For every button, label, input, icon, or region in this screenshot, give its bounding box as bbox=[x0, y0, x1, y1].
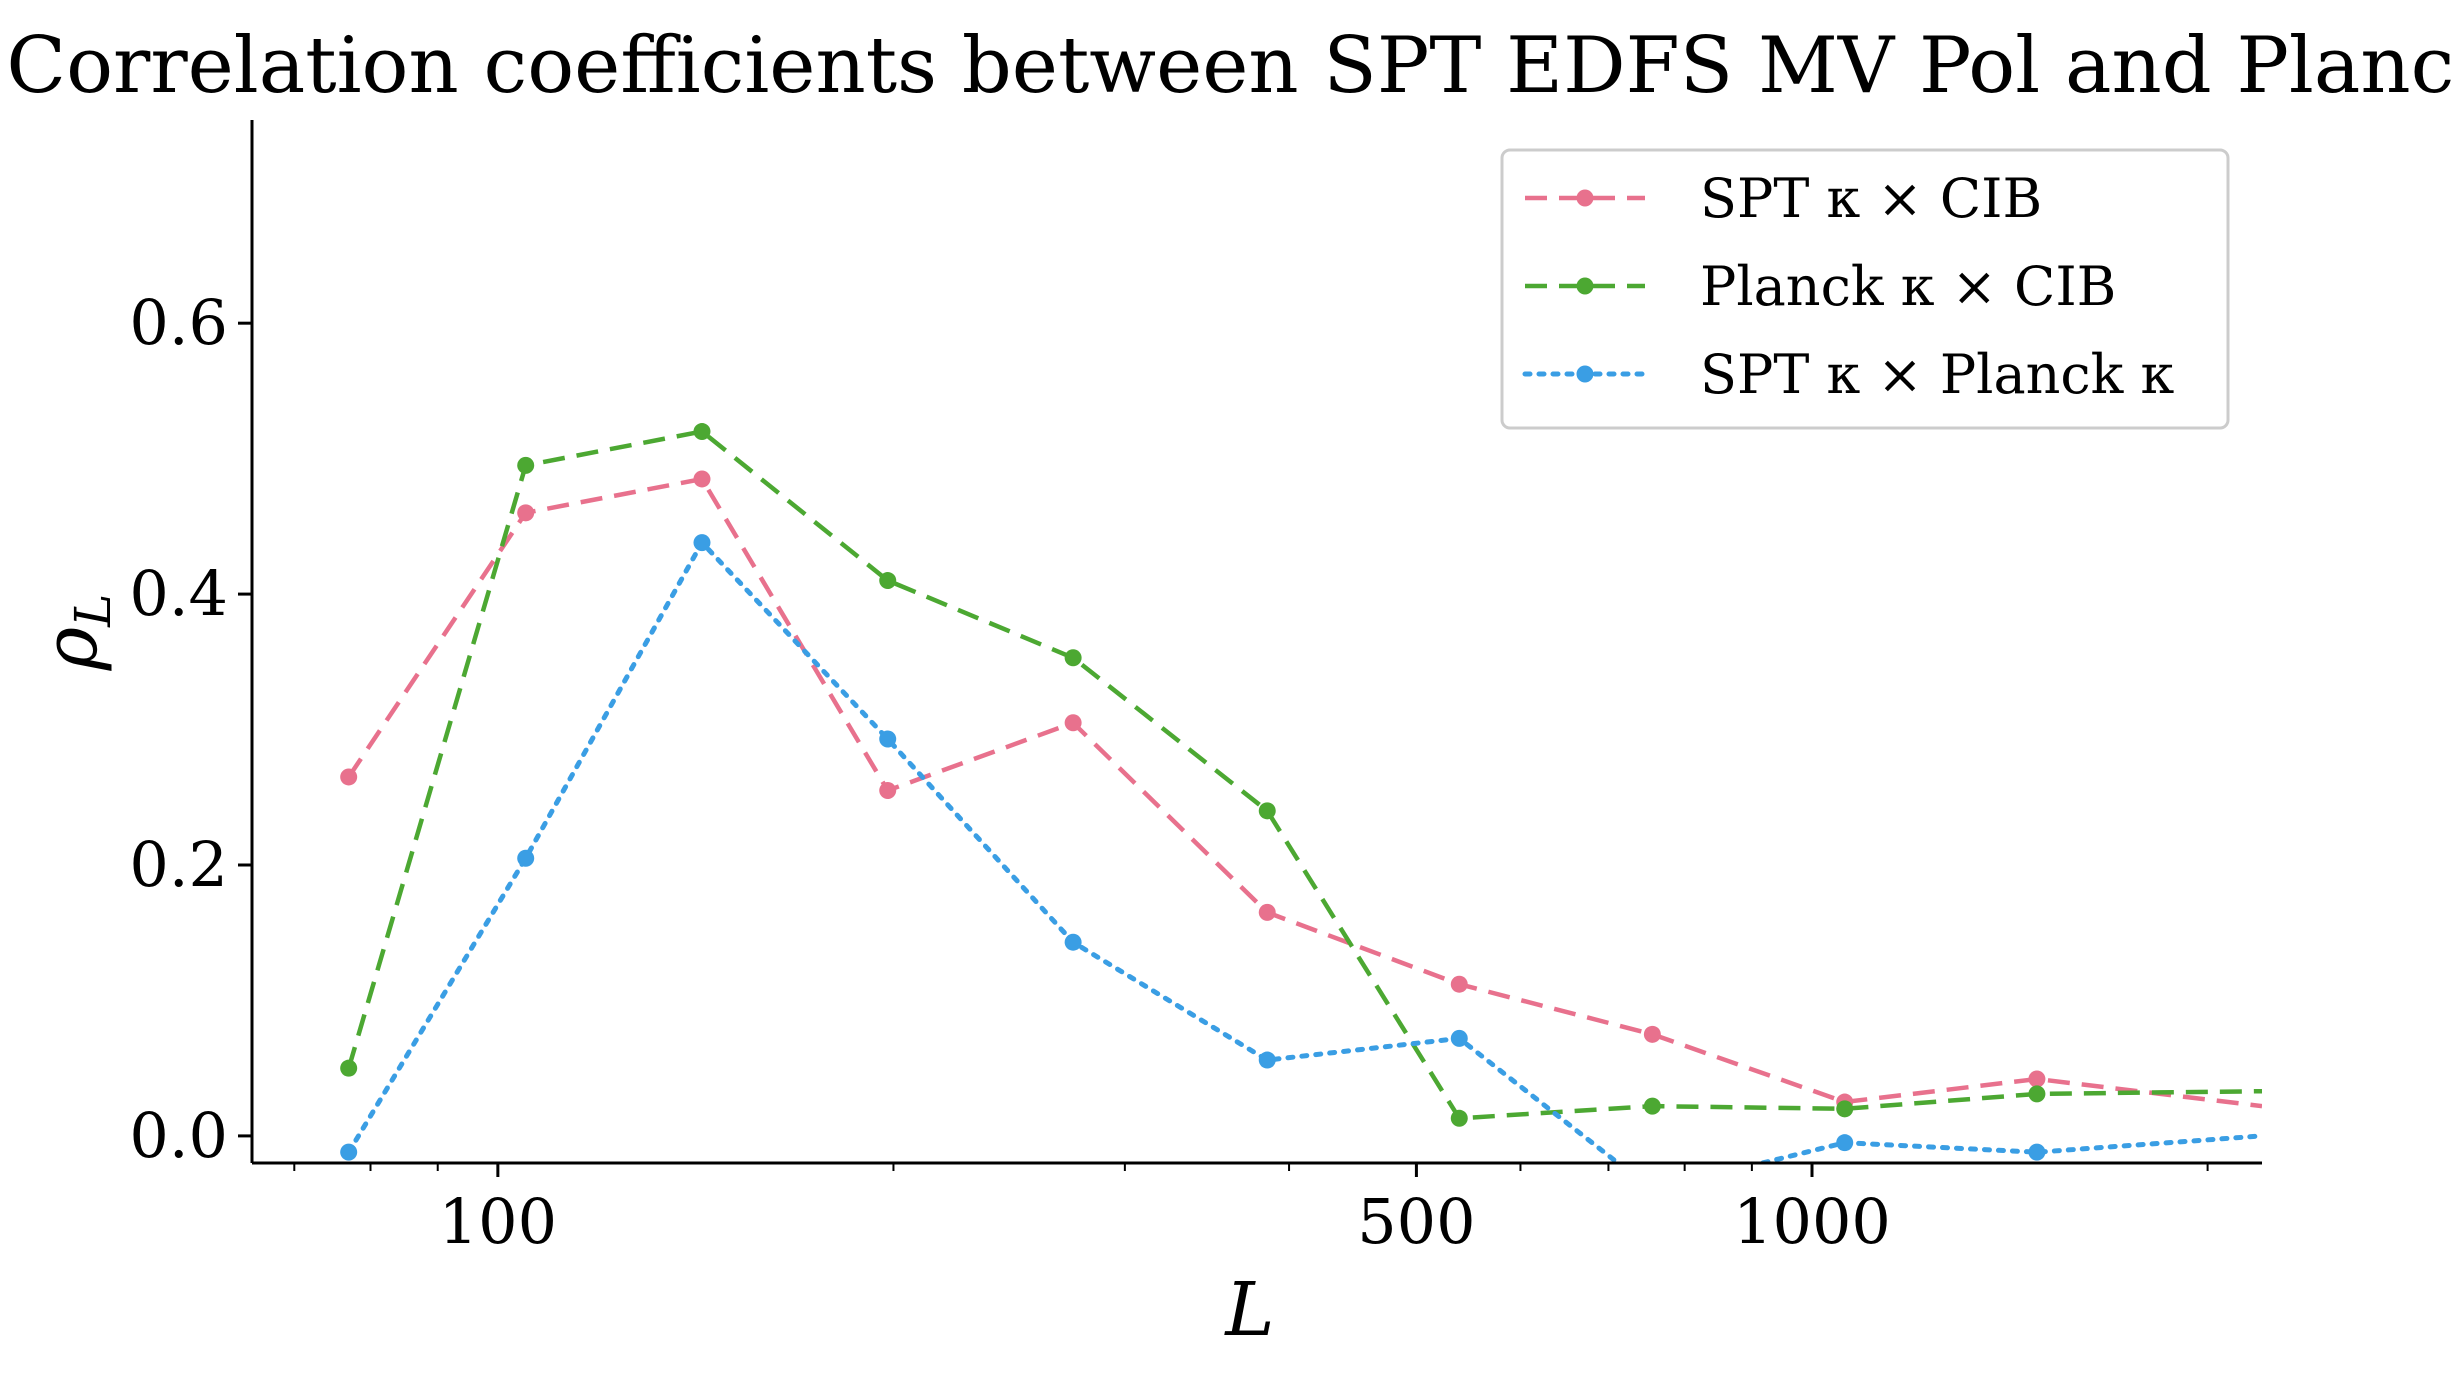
series-0-point-9 bbox=[2028, 1070, 2046, 1088]
chart-title: Correlation coefficients between SPT EDF… bbox=[6, 21, 2456, 111]
legend-marker-0 bbox=[1576, 189, 1594, 207]
series-0-point-0 bbox=[340, 768, 358, 786]
x-tick-label-2: 1000 bbox=[1733, 1185, 1891, 1258]
series-0-point-1 bbox=[517, 504, 535, 522]
series-0-point-2 bbox=[693, 470, 711, 488]
y-tick-label-0: 0.0 bbox=[129, 1099, 228, 1172]
series-2-point-6 bbox=[1450, 1029, 1468, 1047]
series-2-point-5 bbox=[1258, 1051, 1276, 1069]
legend-marker-2 bbox=[1576, 365, 1594, 383]
y-tick-label-1: 0.2 bbox=[129, 828, 228, 901]
plot-area bbox=[340, 423, 2262, 1199]
series-1-point-9 bbox=[2028, 1085, 2046, 1103]
y-tick-label-3: 0.6 bbox=[129, 286, 228, 359]
series-2-point-1 bbox=[517, 849, 535, 867]
x-tick-label-0: 100 bbox=[439, 1185, 557, 1258]
series-1-point-3 bbox=[879, 572, 897, 590]
series-1-point-5 bbox=[1258, 802, 1276, 820]
series-2-point-2 bbox=[693, 534, 711, 552]
series-1-point-8 bbox=[1836, 1100, 1854, 1118]
legend-label-2: SPT κ × Planck κ bbox=[1700, 343, 2175, 406]
series-1-point-1 bbox=[517, 456, 535, 474]
series-line-0 bbox=[346, 476, 2262, 1109]
y-axis-label: ρL bbox=[28, 594, 122, 672]
series-2-point-0 bbox=[340, 1143, 358, 1161]
series-2-point-7 bbox=[1644, 1182, 1661, 1199]
series-2 bbox=[340, 534, 2262, 1199]
y-axis-ticks: 0.0 0.2 0.4 0.6 bbox=[129, 286, 252, 1172]
series-1-point-2 bbox=[693, 423, 711, 441]
y-tick-label-2: 0.4 bbox=[129, 557, 228, 630]
legend-label-1: Planck κ × CIB bbox=[1700, 255, 2116, 318]
series-1-point-7 bbox=[1643, 1097, 1661, 1115]
series-1 bbox=[340, 423, 2262, 1127]
legend: SPT κ × CIB Planck κ × CIB SPT κ × Planck … bbox=[1500, 148, 2230, 430]
legend-label-0: SPT κ × CIB bbox=[1700, 167, 2042, 230]
y-axis-label-base: ρ bbox=[28, 627, 114, 672]
series-0-point-3 bbox=[879, 782, 897, 799]
legend-marker-1 bbox=[1576, 277, 1594, 295]
series-2-point-4 bbox=[1064, 933, 1082, 951]
series-2-point-8 bbox=[1836, 1134, 1854, 1152]
series-0-point-7 bbox=[1643, 1025, 1661, 1043]
x-axis-label: L bbox=[1223, 1267, 1274, 1353]
series-line-1 bbox=[346, 429, 2262, 1121]
series-0 bbox=[340, 470, 2262, 1111]
series-0-point-5 bbox=[1258, 903, 1276, 921]
x-axis-ticks: 100 500 1000 bbox=[293, 1163, 2209, 1258]
series-0-point-4 bbox=[1064, 714, 1082, 732]
x-tick-label-1: 500 bbox=[1357, 1185, 1475, 1258]
y-axis-label-subscript: L bbox=[64, 594, 122, 628]
series-0-point-6 bbox=[1450, 975, 1468, 993]
series-2-point-3 bbox=[879, 730, 897, 748]
series-1-point-6 bbox=[1450, 1109, 1468, 1127]
series-1-point-0 bbox=[340, 1059, 358, 1077]
series-1-point-4 bbox=[1064, 649, 1082, 667]
series-2-point-9 bbox=[2028, 1143, 2046, 1161]
legend-box bbox=[1500, 148, 2230, 430]
series-line-2 bbox=[346, 538, 2262, 1163]
